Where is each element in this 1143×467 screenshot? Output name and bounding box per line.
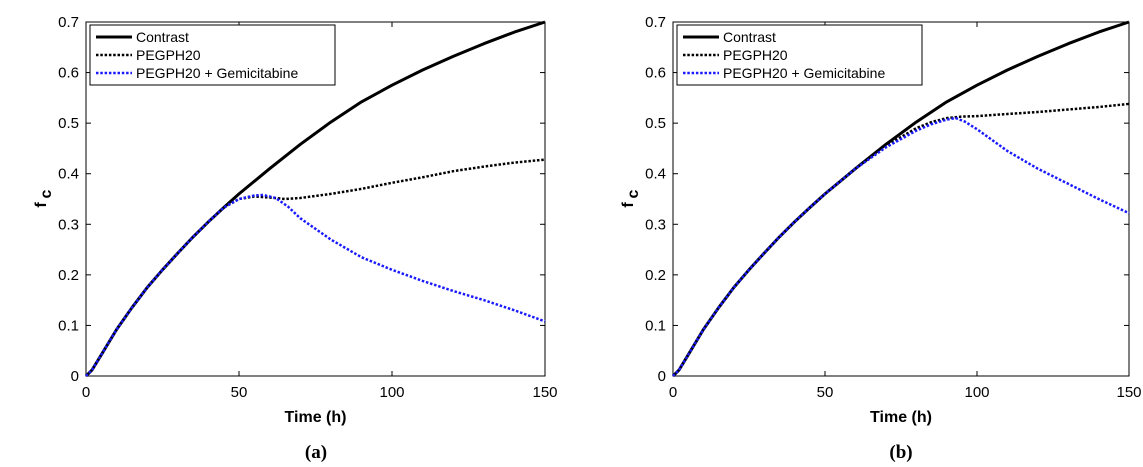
- y-axis-title: fc: [33, 189, 55, 207]
- x-tick-label: 0: [669, 384, 677, 401]
- y-tick-label: 0.1: [58, 317, 79, 334]
- x-tick-label: 150: [1116, 384, 1141, 401]
- x-tick-label: 50: [231, 384, 248, 401]
- y-axis-title-subscript: c: [625, 189, 642, 198]
- y-tick-label: 0.5: [645, 115, 666, 132]
- y-tick-label: 0: [658, 368, 666, 385]
- y-tick-label: 0.6: [58, 65, 79, 82]
- y-tick-label: 0.2: [645, 267, 666, 284]
- y-tick-label: 0.3: [58, 216, 79, 233]
- legend-label: PEGPH20 + Gemicitabine: [136, 65, 298, 81]
- panel-label: (a): [305, 442, 327, 463]
- y-tick-label: 0.2: [58, 267, 79, 284]
- x-tick-label: 100: [964, 384, 989, 401]
- legend-label: PEGPH20: [723, 47, 788, 63]
- legend-label: PEGPH20: [136, 47, 201, 63]
- y-axis-title: fc: [620, 189, 642, 207]
- y-tick-label: 0.7: [645, 14, 666, 31]
- y-axis-title-main: f: [33, 202, 50, 208]
- x-tick-label: 0: [82, 384, 90, 401]
- legend-label: Contrast: [723, 29, 776, 45]
- panel-label: (b): [889, 442, 912, 463]
- y-tick-label: 0: [71, 368, 79, 385]
- legend-label: PEGPH20 + Gemicitabine: [723, 65, 885, 81]
- x-tick-label: 150: [532, 384, 557, 401]
- y-tick-label: 0.7: [58, 14, 79, 31]
- y-tick-label: 0.5: [58, 115, 79, 132]
- series-line-3: [85, 193, 546, 377]
- y-axis-title-main: f: [620, 202, 637, 208]
- y-tick-label: 0.6: [645, 65, 666, 82]
- legend: Contrast PEGPH20 PEGPH20 + Gemicitabine: [676, 24, 923, 86]
- y-tick-label: 0.3: [645, 216, 666, 233]
- x-tick-label: 100: [379, 384, 404, 401]
- legend-label: Contrast: [136, 29, 189, 45]
- y-tick-label: 0.4: [645, 166, 666, 183]
- chart-panel-b: 0 50 100 150 0 0.1 0.2 0.3 0.4 0.5 0.6 0.7 Time (h) f…: [620, 14, 1142, 463]
- y-tick-label: 0.1: [645, 317, 666, 334]
- series-line-3: [672, 116, 1130, 377]
- x-tick-label: 50: [817, 384, 834, 401]
- chart-panel-a: 0 50 100 150 0 0.1 0.2 0.3 0.4 0.5 0.6 0.7 Time (h) f…: [33, 14, 558, 463]
- y-axis-title-subscript: c: [38, 189, 55, 198]
- y-tick-label: 0.4: [58, 166, 79, 183]
- x-axis-title: Time (h): [285, 409, 347, 426]
- x-axis-title: Time (h): [870, 409, 932, 426]
- legend: Contrast PEGPH20 PEGPH20 + Gemicitabine: [89, 24, 336, 86]
